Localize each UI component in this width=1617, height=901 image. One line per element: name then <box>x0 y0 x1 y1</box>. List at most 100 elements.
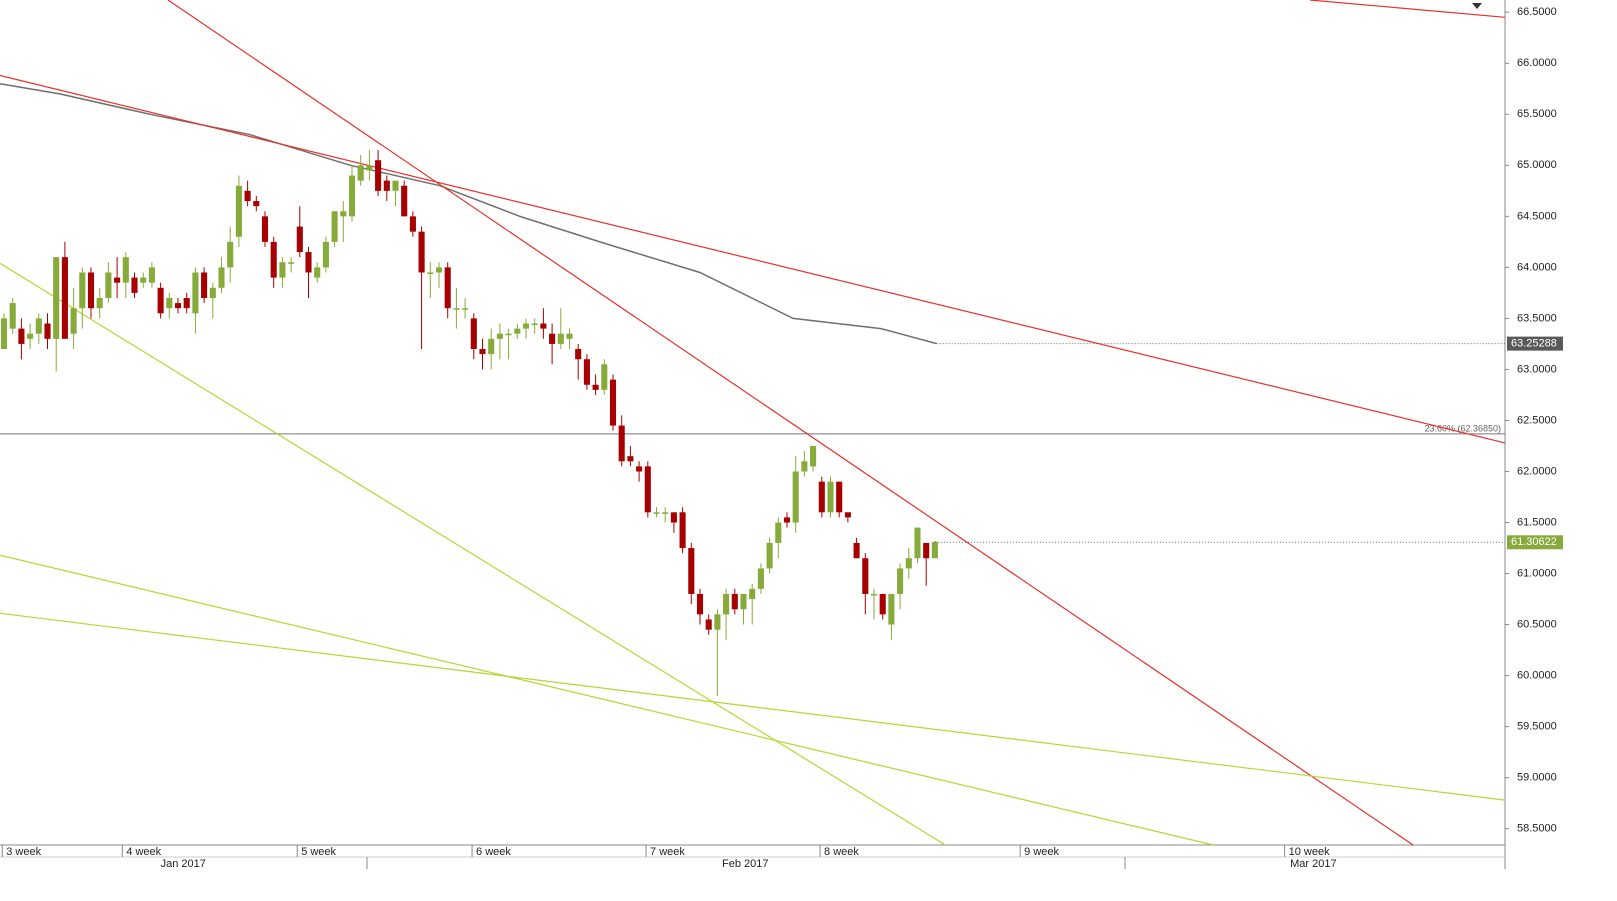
candle-body <box>261 216 269 242</box>
candle-body <box>244 190 251 202</box>
candle-body <box>662 512 669 514</box>
y-tick-label: 64.5000 <box>1517 210 1557 222</box>
scroll-indicator[interactable] <box>1472 3 1482 9</box>
candle-body <box>557 333 564 344</box>
candle-body <box>766 542 773 569</box>
candle-body <box>679 512 686 549</box>
candle-body <box>174 303 182 309</box>
candle-body <box>801 461 808 472</box>
candle-body <box>696 593 704 615</box>
candle-body <box>18 328 25 344</box>
candle-body <box>810 445 817 467</box>
candle-body <box>279 262 286 278</box>
candle-body <box>9 303 16 329</box>
x-tick-label: 8 week <box>824 846 859 858</box>
candle-body <box>322 241 329 268</box>
candle-body <box>148 267 155 283</box>
y-tick-label: 63.5000 <box>1517 312 1557 324</box>
candle-body <box>714 614 721 630</box>
candle-body <box>792 471 799 523</box>
candle-body <box>897 568 904 594</box>
price-tag-label: 63.25288 <box>1511 338 1557 350</box>
y-tick-label: 65.0000 <box>1517 159 1557 171</box>
trend-line <box>0 74 1506 444</box>
candle-body <box>35 318 42 334</box>
candle-body <box>931 541 938 559</box>
candle-body <box>844 512 851 518</box>
candle-body <box>723 593 730 615</box>
candle-body <box>27 333 34 339</box>
candle-body <box>357 165 364 181</box>
candle-body <box>453 308 460 310</box>
y-tick-label: 63.0000 <box>1517 363 1557 375</box>
month-label: Mar 2017 <box>1290 858 1336 870</box>
price-tag <box>1507 336 1563 351</box>
y-tick-label: 60.0000 <box>1517 669 1557 681</box>
candle-body <box>905 558 912 569</box>
candle-body <box>105 272 112 298</box>
y-tick-label: 59.0000 <box>1517 772 1557 784</box>
candle-body <box>749 588 756 600</box>
candle-body <box>505 333 512 336</box>
candle-body <box>592 384 599 390</box>
x-tick-label: 6 week <box>476 846 511 858</box>
candle-body <box>140 277 147 283</box>
candle-body <box>705 619 712 630</box>
month-label: Jan 2017 <box>161 858 206 870</box>
candle-body <box>366 165 373 171</box>
trend-line <box>0 612 1506 801</box>
y-tick-label: 66.0000 <box>1517 57 1557 69</box>
price-tag-label: 61.30622 <box>1511 536 1557 548</box>
candle-body <box>879 593 886 615</box>
candle-body <box>914 527 921 559</box>
candle-body <box>818 481 825 513</box>
candle-body <box>575 349 582 360</box>
candle-body <box>462 308 469 310</box>
candle-body <box>601 364 608 390</box>
y-tick-label: 62.0000 <box>1517 465 1557 477</box>
candle-body <box>522 323 530 329</box>
candle-body <box>96 297 103 309</box>
candle-body <box>496 333 503 339</box>
candle-body <box>435 267 443 273</box>
y-tick-label: 65.5000 <box>1517 108 1557 120</box>
candle-body <box>114 277 121 283</box>
trend-line <box>0 262 946 846</box>
x-tick-label: 7 week <box>650 846 685 858</box>
candle-body <box>531 323 538 326</box>
candle-body <box>401 185 408 217</box>
candle-body <box>827 481 834 513</box>
y-tick-label: 60.5000 <box>1517 618 1557 630</box>
price-tag <box>1507 535 1563 550</box>
candle-body <box>923 542 930 559</box>
candle-body <box>470 318 477 350</box>
month-label: Feb 2017 <box>722 858 768 870</box>
candle-body <box>131 277 138 293</box>
moving-average <box>0 82 937 345</box>
candle-body <box>644 466 651 513</box>
candle-body <box>427 272 434 274</box>
candle-body <box>227 241 234 268</box>
candle-body <box>836 481 843 513</box>
candle-body <box>514 328 521 334</box>
candle-body <box>731 593 738 610</box>
candle-body <box>783 517 791 523</box>
y-tick-label: 59.5000 <box>1517 721 1557 733</box>
candle-body <box>618 425 625 462</box>
candle-body <box>348 175 356 217</box>
candle-body <box>235 185 242 237</box>
candle-body <box>688 548 695 594</box>
candle-body <box>192 272 199 314</box>
candle-body <box>79 272 86 309</box>
candle-body <box>549 333 556 344</box>
candle-body <box>853 542 860 559</box>
candle-body <box>288 262 295 264</box>
candle-body <box>201 272 208 298</box>
candle-body <box>609 379 617 426</box>
candle-body <box>270 241 277 278</box>
trend-line <box>167 0 1414 846</box>
candle-body <box>183 297 190 309</box>
candle-body <box>627 456 634 462</box>
candle-body <box>444 267 451 309</box>
